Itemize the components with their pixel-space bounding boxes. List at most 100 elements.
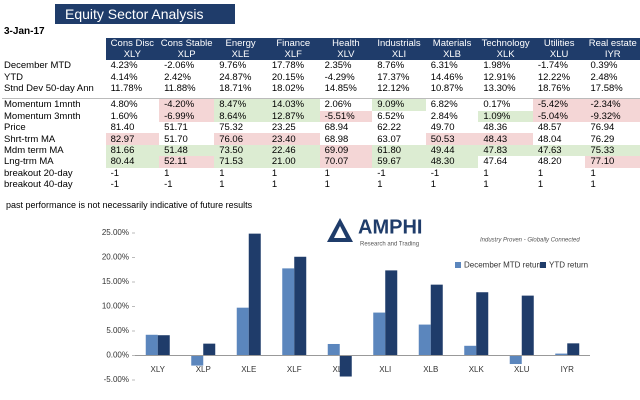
- bar: [509, 355, 522, 365]
- column-ticker: XLB: [425, 49, 479, 60]
- table-row: YTD 4.14% 2.42% 24.87% 20.15% -4.29% 17.37% 14.…: [2, 71, 640, 83]
- table-cell: 75.33: [585, 144, 640, 157]
- table-row: Lng-trm MA 80.44 52.11 71.53 21.00 70.07 59.67…: [2, 156, 640, 168]
- column-name: Real estate: [585, 38, 640, 49]
- table-row: Stnd Dev 50-day Ann 11.78% 11.88% 18.71% 18.…: [2, 83, 640, 94]
- row-label: Lng-trm MA: [4, 156, 54, 168]
- table-cell: 49.70: [430, 122, 455, 134]
- table-cell: 73.50: [214, 144, 267, 157]
- column-ticker: XLY: [105, 49, 160, 60]
- row-label: December MTD: [4, 60, 72, 72]
- table-cell: -5.04%: [532, 110, 586, 122]
- table-cell: 76.29: [590, 133, 615, 145]
- table-cell: 8.47%: [214, 98, 267, 111]
- legend-swatch: [540, 262, 546, 268]
- table-cell: 48.36: [483, 122, 508, 134]
- column-ticker: XLE: [214, 49, 267, 60]
- table-cell: -2.34%: [585, 98, 640, 111]
- table-cell: -2.06%: [164, 60, 195, 72]
- legend-swatch: [455, 262, 461, 268]
- table-cell: 12.12%: [377, 82, 410, 94]
- table-cell: 0.17%: [483, 99, 511, 111]
- column-name: Technology: [478, 38, 533, 49]
- header-row: Cons Disc Cons Stable Energy Finance Health I…: [2, 38, 640, 49]
- y-tick-label: 15.00%: [102, 277, 129, 286]
- table-cell: 8.64%: [214, 110, 267, 122]
- logo-name: AMPHI: [358, 216, 422, 238]
- table-cell: 4.14%: [110, 71, 138, 83]
- column-ticker: XLP: [159, 49, 215, 60]
- table-cell: 2.35%: [324, 60, 352, 72]
- table-cell: 6.52%: [377, 110, 405, 122]
- x-tick-label: XLE: [241, 365, 256, 374]
- column-name: Energy: [214, 38, 267, 49]
- table-cell: 18.76%: [537, 82, 571, 94]
- table-cell: -4.20%: [159, 98, 215, 111]
- bar: [385, 270, 398, 356]
- x-tick-label: XLP: [196, 365, 211, 374]
- table-cell: -9.32%: [585, 110, 640, 122]
- table-cell: 1: [164, 167, 170, 179]
- x-tick-label: XLI: [379, 365, 391, 374]
- table-cell: 1: [430, 179, 437, 191]
- y-tick-label: 10.00%: [102, 302, 129, 311]
- table-cell: 51.48: [159, 144, 215, 157]
- column-name: Cons Disc: [105, 38, 160, 49]
- table-cell: 51.71: [164, 122, 188, 134]
- row-label: Shrt-trm MA: [4, 133, 56, 145]
- table-cell: 75.32: [219, 122, 243, 134]
- table-cell: 48.04: [537, 133, 562, 145]
- table-cell: 18.71%: [219, 82, 252, 94]
- y-tick-label: 5.00%: [106, 326, 129, 335]
- logo-tagline: Industry Proven - Globally Connected: [480, 238, 580, 244]
- table-cell: -1: [110, 179, 120, 191]
- table-cell: 18.02%: [271, 82, 305, 94]
- table-cell: 6.31%: [430, 60, 458, 72]
- column-name: Industrials: [372, 38, 426, 49]
- table-cell: 77.10: [585, 156, 640, 168]
- table-cell: 68.94: [324, 122, 349, 134]
- table-cell: 0.39%: [590, 60, 618, 72]
- bar: [339, 355, 352, 377]
- bar: [294, 256, 307, 356]
- column-name: Finance: [266, 38, 320, 49]
- table-cell: 1: [590, 167, 596, 179]
- table-row: breakout 40-day -1 -1 1 1 1 1 1 1 1 1: [2, 179, 640, 190]
- logo-icon-inner: [334, 226, 346, 238]
- table-cell: 9.09%: [372, 98, 426, 111]
- bar: [567, 343, 580, 356]
- bar: [464, 345, 477, 356]
- table-cell: 11.78%: [110, 82, 143, 94]
- table-cell: 63.07: [377, 133, 402, 145]
- table-row: Mdm term MA 81.66 51.48 73.50 22.46 69.09 61.8…: [2, 144, 640, 157]
- table-cell: 20.15%: [271, 71, 305, 83]
- date: 3-Jan-17: [4, 26, 45, 37]
- table-row: breakout 20-day -1 1 1 1 1 -1 -1 1 1 1: [2, 168, 640, 179]
- row-gap: [2, 94, 640, 100]
- legend-label: YTD return: [549, 261, 588, 270]
- table-cell: -5.51%: [319, 110, 373, 122]
- table-cell: 2.42%: [164, 71, 191, 83]
- table-cell: 76.06: [214, 133, 267, 145]
- table-cell: -1: [110, 167, 120, 179]
- bar: [157, 335, 170, 356]
- table-cell: 21.00: [266, 156, 320, 168]
- column-ticker: XLF: [266, 49, 320, 60]
- logo-subtitle: Research and Trading: [360, 242, 419, 248]
- row-label: breakout 40-day: [4, 179, 73, 191]
- table-cell: 22.46: [266, 144, 320, 157]
- table-cell: 50.53: [425, 133, 479, 145]
- table-row: December MTD 4.23% -2.06% 9.76% 17.78% 2.35% 8…: [2, 60, 640, 71]
- table-cell: 48.20: [537, 156, 562, 168]
- row-label: Stnd Dev 50-day Ann: [4, 82, 94, 94]
- table-cell: 4.80%: [110, 99, 138, 111]
- disclaimer: past performance is not necessarily indi…: [6, 200, 253, 210]
- table-cell: 1: [537, 167, 544, 179]
- table-cell: 1: [483, 179, 489, 191]
- column-ticker: IYR: [585, 49, 640, 60]
- bar: [191, 355, 204, 366]
- bar: [418, 324, 431, 356]
- table-cell: -6.99%: [159, 110, 215, 122]
- bar: [555, 353, 568, 356]
